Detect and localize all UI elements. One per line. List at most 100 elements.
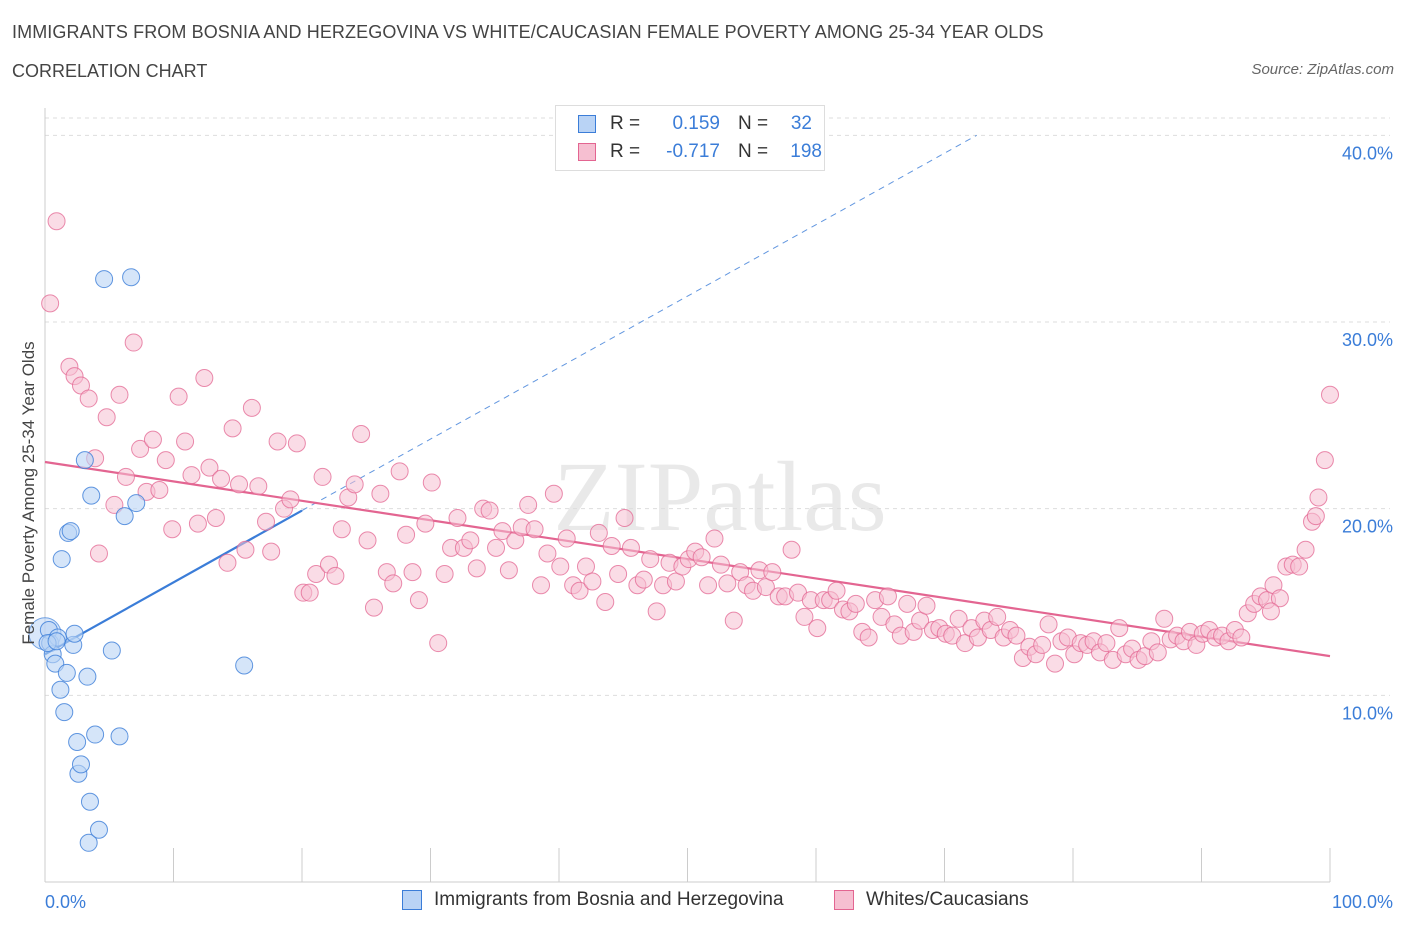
- point-whites: [666, 572, 685, 591]
- point-whites: [268, 432, 287, 451]
- legend-r-label: R =: [610, 113, 641, 134]
- point-bosnia: [51, 680, 70, 699]
- point-whites: [1315, 451, 1334, 470]
- point-whites: [371, 484, 390, 503]
- point-bosnia: [55, 703, 74, 722]
- point-whites: [384, 574, 403, 593]
- point-whites: [236, 540, 255, 559]
- point-whites: [461, 531, 480, 550]
- point-whites: [647, 602, 666, 621]
- legend-r-value: 0.159: [672, 113, 720, 134]
- point-whites: [525, 520, 544, 539]
- point-whites: [1039, 615, 1058, 634]
- point-bosnia: [110, 727, 129, 746]
- point-whites: [949, 609, 968, 628]
- axes: [44, 108, 1331, 883]
- point-whites: [538, 544, 557, 563]
- point-bosnia: [115, 507, 134, 526]
- point-whites: [150, 481, 169, 499]
- point-whites: [1155, 609, 1174, 628]
- point-whites: [756, 578, 775, 597]
- point-whites: [218, 553, 237, 572]
- point-whites: [1046, 654, 1065, 673]
- point-whites: [206, 509, 225, 527]
- point-whites: [200, 458, 219, 477]
- legend-row-whites: R = -0.717 N = 198: [578, 140, 822, 164]
- point-whites: [352, 425, 371, 443]
- point-bosnia: [65, 624, 84, 643]
- point-whites: [596, 593, 615, 611]
- point-bosnia: [52, 550, 71, 569]
- point-bosnia: [235, 656, 254, 675]
- point-whites: [188, 514, 207, 533]
- point-bosnia: [57, 663, 76, 682]
- point-whites: [1270, 589, 1289, 608]
- point-whites: [692, 548, 711, 567]
- point-whites: [156, 451, 175, 470]
- point-whites: [570, 581, 589, 600]
- point-whites: [47, 212, 66, 231]
- point-whites: [105, 495, 124, 514]
- point-whites: [390, 462, 409, 481]
- point-whites: [287, 434, 306, 453]
- point-whites: [364, 598, 383, 617]
- point-bosnia: [68, 733, 87, 751]
- tick-labels: 10.0% 20.0% 30.0% 40.0% 0.0% 100.0%: [45, 143, 1393, 912]
- point-whites: [1232, 628, 1251, 647]
- legend-label-bosnia: Immigrants from Bosnia and Herzegovina: [434, 889, 784, 910]
- point-whites: [416, 514, 435, 533]
- point-whites: [345, 475, 364, 494]
- point-whites: [163, 520, 182, 539]
- series-legend: Immigrants from Bosnia and Herzegovina W…: [0, 889, 1406, 915]
- point-bosnia: [122, 268, 141, 287]
- point-whites: [403, 563, 422, 582]
- point-whites: [782, 540, 801, 559]
- series-whites-points: [41, 212, 1339, 673]
- legend-swatch-blue: [402, 890, 422, 910]
- point-bosnia: [47, 632, 66, 651]
- point-whites: [878, 587, 897, 606]
- point-whites: [358, 531, 377, 550]
- point-whites: [718, 574, 737, 593]
- point-whites: [699, 576, 718, 595]
- point-whites: [917, 596, 936, 615]
- point-whites: [429, 634, 448, 653]
- y-tick-label: 20.0%: [1342, 517, 1393, 537]
- point-whites: [487, 538, 506, 557]
- y-tick-label: 10.0%: [1342, 703, 1393, 723]
- point-whites: [97, 408, 116, 427]
- point-whites: [576, 557, 595, 576]
- point-whites: [808, 619, 827, 638]
- point-whites: [519, 495, 538, 514]
- trend-line-bosnia-extended: [301, 134, 977, 511]
- series-bosnia-points: [28, 268, 254, 852]
- point-whites: [763, 563, 782, 582]
- legend-swatch-pink: [578, 143, 596, 161]
- legend-item-whites: Whites/Caucasians: [834, 889, 1029, 911]
- point-whites: [724, 611, 743, 630]
- point-whites: [859, 628, 878, 647]
- point-whites: [911, 611, 930, 630]
- legend-label-whites: Whites/Caucasians: [866, 889, 1029, 910]
- point-whites: [1321, 385, 1339, 404]
- point-whites: [307, 565, 326, 583]
- trend-line-bosnia: [44, 509, 303, 656]
- legend-swatch-pink: [834, 890, 854, 910]
- point-bosnia: [102, 641, 121, 660]
- legend-n-value: 198: [790, 141, 822, 162]
- point-whites: [249, 477, 268, 496]
- legend-n-label: N =: [738, 113, 769, 134]
- point-whites: [609, 565, 628, 583]
- point-bosnia: [127, 494, 146, 513]
- point-whites: [230, 475, 249, 494]
- point-whites: [116, 467, 135, 486]
- point-whites: [988, 607, 1007, 626]
- point-whites: [313, 467, 332, 486]
- point-whites: [281, 490, 300, 509]
- point-whites: [223, 419, 242, 438]
- point-whites: [1306, 507, 1325, 526]
- point-whites: [89, 544, 108, 563]
- legend-swatch-blue: [578, 115, 596, 133]
- point-whites: [551, 557, 570, 576]
